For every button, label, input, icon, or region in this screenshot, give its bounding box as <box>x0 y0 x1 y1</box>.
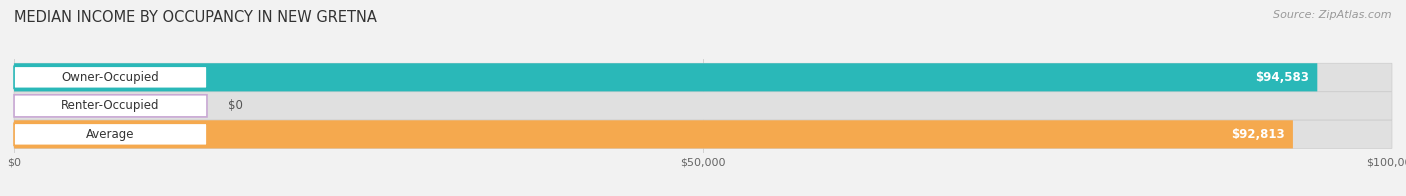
Text: $92,813: $92,813 <box>1232 128 1285 141</box>
FancyBboxPatch shape <box>14 92 1392 120</box>
Text: Average: Average <box>86 128 135 141</box>
Text: Renter-Occupied: Renter-Occupied <box>62 99 160 112</box>
FancyBboxPatch shape <box>14 63 1317 91</box>
FancyBboxPatch shape <box>14 95 207 117</box>
Text: MEDIAN INCOME BY OCCUPANCY IN NEW GRETNA: MEDIAN INCOME BY OCCUPANCY IN NEW GRETNA <box>14 10 377 25</box>
FancyBboxPatch shape <box>14 66 207 88</box>
FancyBboxPatch shape <box>14 63 1392 91</box>
Text: Source: ZipAtlas.com: Source: ZipAtlas.com <box>1274 10 1392 20</box>
FancyBboxPatch shape <box>14 120 1392 148</box>
Text: Owner-Occupied: Owner-Occupied <box>62 71 159 84</box>
Text: $0: $0 <box>228 99 242 112</box>
FancyBboxPatch shape <box>14 123 207 145</box>
FancyBboxPatch shape <box>14 120 1294 148</box>
Text: $94,583: $94,583 <box>1256 71 1309 84</box>
